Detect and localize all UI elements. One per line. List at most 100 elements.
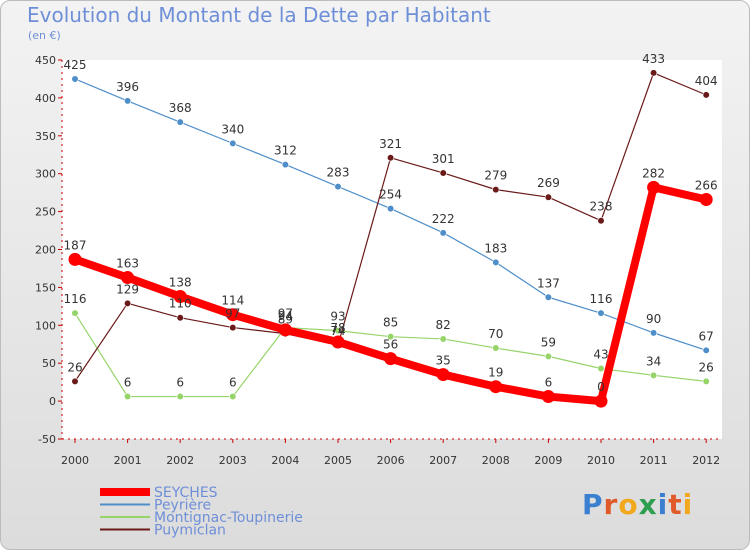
data-label: 94 <box>278 309 293 323</box>
data-label: 78 <box>330 321 345 335</box>
x-tick-label: 2007 <box>429 454 457 467</box>
legend-label: Puymiclan <box>154 523 226 539</box>
data-label: 279 <box>484 169 507 183</box>
data-point <box>331 335 345 349</box>
data-point <box>384 352 398 366</box>
data-point <box>281 161 290 169</box>
data-point <box>492 258 500 266</box>
data-label: 283 <box>327 166 350 180</box>
y-tick-label: 350 <box>35 130 56 143</box>
data-label: 129 <box>116 282 139 296</box>
x-tick-label: 2010 <box>587 454 615 467</box>
data-point <box>436 368 450 382</box>
data-point <box>597 309 605 317</box>
data-label: 163 <box>116 257 139 271</box>
chart-subtitle: (en €) <box>28 29 61 42</box>
data-point <box>649 329 658 337</box>
data-label: 404 <box>695 74 718 88</box>
data-label: 6 <box>124 376 132 390</box>
data-point <box>387 333 395 341</box>
data-point <box>541 390 555 404</box>
data-label: 43 <box>593 348 608 362</box>
data-label: 35 <box>436 354 451 368</box>
data-label: 116 <box>64 292 87 306</box>
data-label: 116 <box>590 292 613 306</box>
y-tick-label: 0 <box>49 395 56 408</box>
data-point <box>597 364 605 373</box>
data-point <box>649 371 658 379</box>
x-tick-label: 2000 <box>61 454 89 467</box>
data-label: 183 <box>484 241 507 255</box>
data-label: 67 <box>699 329 714 343</box>
data-label: 26 <box>67 360 82 374</box>
data-label: 0 <box>597 380 605 394</box>
y-tick-label: 100 <box>35 319 56 332</box>
data-point <box>439 169 447 177</box>
proxiti-logo: Proxiti <box>582 488 694 521</box>
data-point <box>492 186 500 194</box>
data-label: 425 <box>64 58 87 72</box>
data-point <box>226 308 240 322</box>
data-point <box>278 323 292 337</box>
x-tick-label: 2008 <box>482 454 510 467</box>
data-point <box>229 323 237 332</box>
data-label: 340 <box>221 122 244 136</box>
data-label: 114 <box>221 294 244 308</box>
y-tick-label: 50 <box>42 357 56 370</box>
data-point <box>594 394 608 408</box>
data-label: 321 <box>379 137 402 151</box>
data-point <box>649 69 658 77</box>
data-label: 312 <box>274 144 297 158</box>
y-tick-label: 300 <box>35 168 56 181</box>
x-tick-label: 2002 <box>166 454 194 467</box>
data-point <box>439 229 447 237</box>
data-point <box>229 392 237 401</box>
x-tick-label: 2009 <box>534 454 562 467</box>
data-point <box>71 75 79 83</box>
x-tick-label: 2011 <box>640 454 668 467</box>
data-label: 254 <box>379 188 402 202</box>
data-label: 97 <box>225 307 240 321</box>
data-label: 6 <box>545 376 553 390</box>
data-point <box>489 380 503 394</box>
data-point <box>597 217 605 225</box>
data-label: 26 <box>699 360 714 374</box>
data-label: 6 <box>229 376 237 390</box>
data-point <box>71 377 79 385</box>
chart-title: Evolution du Montant de la Dette par Hab… <box>27 3 491 27</box>
y-tick-label: 200 <box>35 244 56 257</box>
data-point <box>702 346 710 354</box>
data-label: 238 <box>590 200 613 214</box>
data-point <box>176 118 184 126</box>
data-label: 59 <box>541 335 556 349</box>
data-point <box>544 293 553 301</box>
data-label: 93 <box>330 310 345 324</box>
data-label: 89 <box>278 313 293 327</box>
legend-label: Peyrière <box>154 498 211 514</box>
data-point <box>387 154 395 162</box>
x-tick-label: 2006 <box>377 454 405 467</box>
data-label: 110 <box>169 297 192 311</box>
data-point <box>123 392 132 401</box>
data-point <box>173 289 187 303</box>
data-label: 222 <box>432 212 455 226</box>
data-point <box>68 252 82 266</box>
data-point <box>387 204 395 213</box>
data-label: 433 <box>642 52 665 66</box>
x-tick-label: 2012 <box>692 454 720 467</box>
data-label: 70 <box>488 327 503 341</box>
y-tick-label: -50 <box>38 433 56 446</box>
data-label: 368 <box>169 101 192 115</box>
data-point <box>699 192 713 206</box>
data-label: 282 <box>642 166 665 180</box>
y-tick-label: 400 <box>35 92 56 105</box>
x-tick-label: 2005 <box>324 454 352 467</box>
data-label: 396 <box>116 80 139 94</box>
data-label: 34 <box>646 354 661 368</box>
data-point <box>71 309 79 317</box>
data-point <box>647 180 661 194</box>
data-label: 56 <box>383 338 398 352</box>
plot-area <box>62 60 722 439</box>
y-tick-label: 250 <box>35 206 56 219</box>
